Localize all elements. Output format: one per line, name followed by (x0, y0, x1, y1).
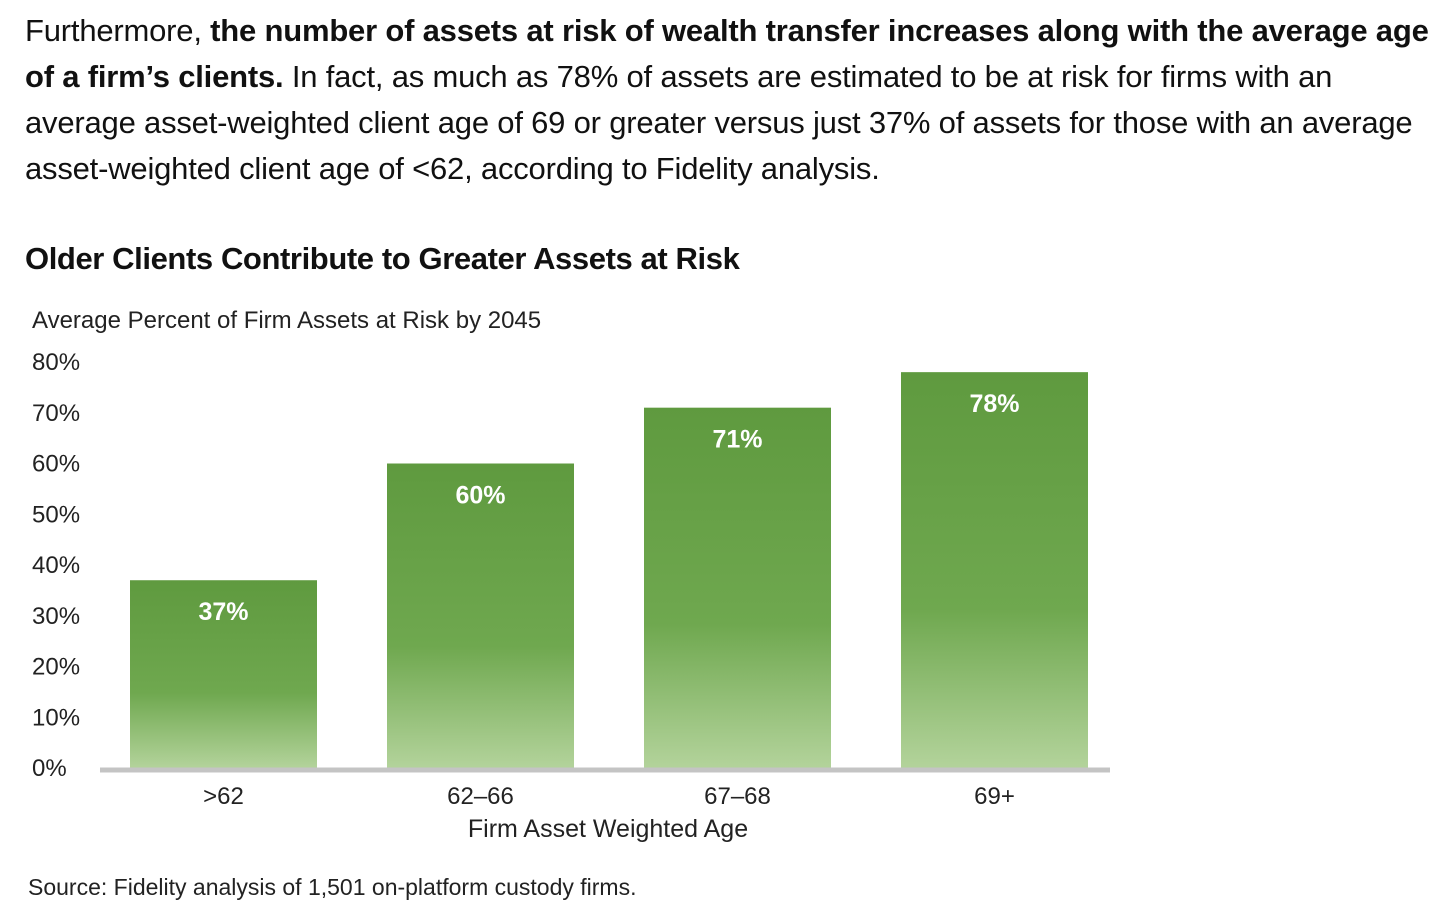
x-axis-ticks: >62 62–66 67–68 69+ (203, 783, 1015, 810)
bar-data-label: 60% (455, 482, 505, 510)
bars: 37% 60% 71% 78% (130, 372, 1088, 768)
y-tick-label: 50% (32, 501, 80, 528)
x-axis-title: Firm Asset Weighted Age (467, 815, 749, 843)
x-tick-label: >62 (203, 783, 244, 810)
y-tick-label: 20% (32, 654, 80, 681)
y-tick-label: 60% (32, 451, 80, 478)
bar (387, 463, 574, 768)
bar (130, 580, 317, 768)
x-tick-label: 62–66 (447, 783, 514, 810)
bar-data-label: 78% (969, 390, 1019, 418)
bar (644, 407, 831, 768)
y-tick-label: 30% (32, 603, 80, 630)
intro-paragraph: Furthermore, the number of assets at ris… (25, 8, 1430, 192)
intro-lead: Furthermore, (25, 13, 211, 48)
y-tick-label: 10% (32, 704, 80, 731)
y-tick-label: 40% (32, 552, 80, 579)
x-tick-label: 67–68 (704, 783, 771, 810)
y-tick-label: 0% (32, 755, 67, 782)
chart-title: Older Clients Contribute to Greater Asse… (25, 241, 740, 276)
y-axis-ticks: 0% 10% 20% 30% 40% 50% 60% 70% 80% (32, 349, 80, 782)
source-note: Source: Fidelity analysis of 1,501 on-pl… (28, 874, 637, 900)
bar-chart: 0%10%20%30%40%50%60%70%80% 37%60%71%78% … (32, 349, 1110, 810)
y-tick-label: 70% (32, 400, 80, 427)
y-axis-title: Average Percent of Firm Assets at Risk b… (32, 307, 542, 334)
intro-rest: In fact, as much as 78% of assets are es… (25, 59, 1413, 186)
bar-data-label: 71% (712, 426, 762, 454)
y-tick-label: 80% (32, 349, 80, 376)
bar (901, 372, 1088, 768)
intro-bold: the number of assets at risk of wealth t… (25, 13, 1429, 94)
bar-data-label: 37% (198, 598, 248, 626)
x-tick-label: 69+ (974, 783, 1015, 810)
